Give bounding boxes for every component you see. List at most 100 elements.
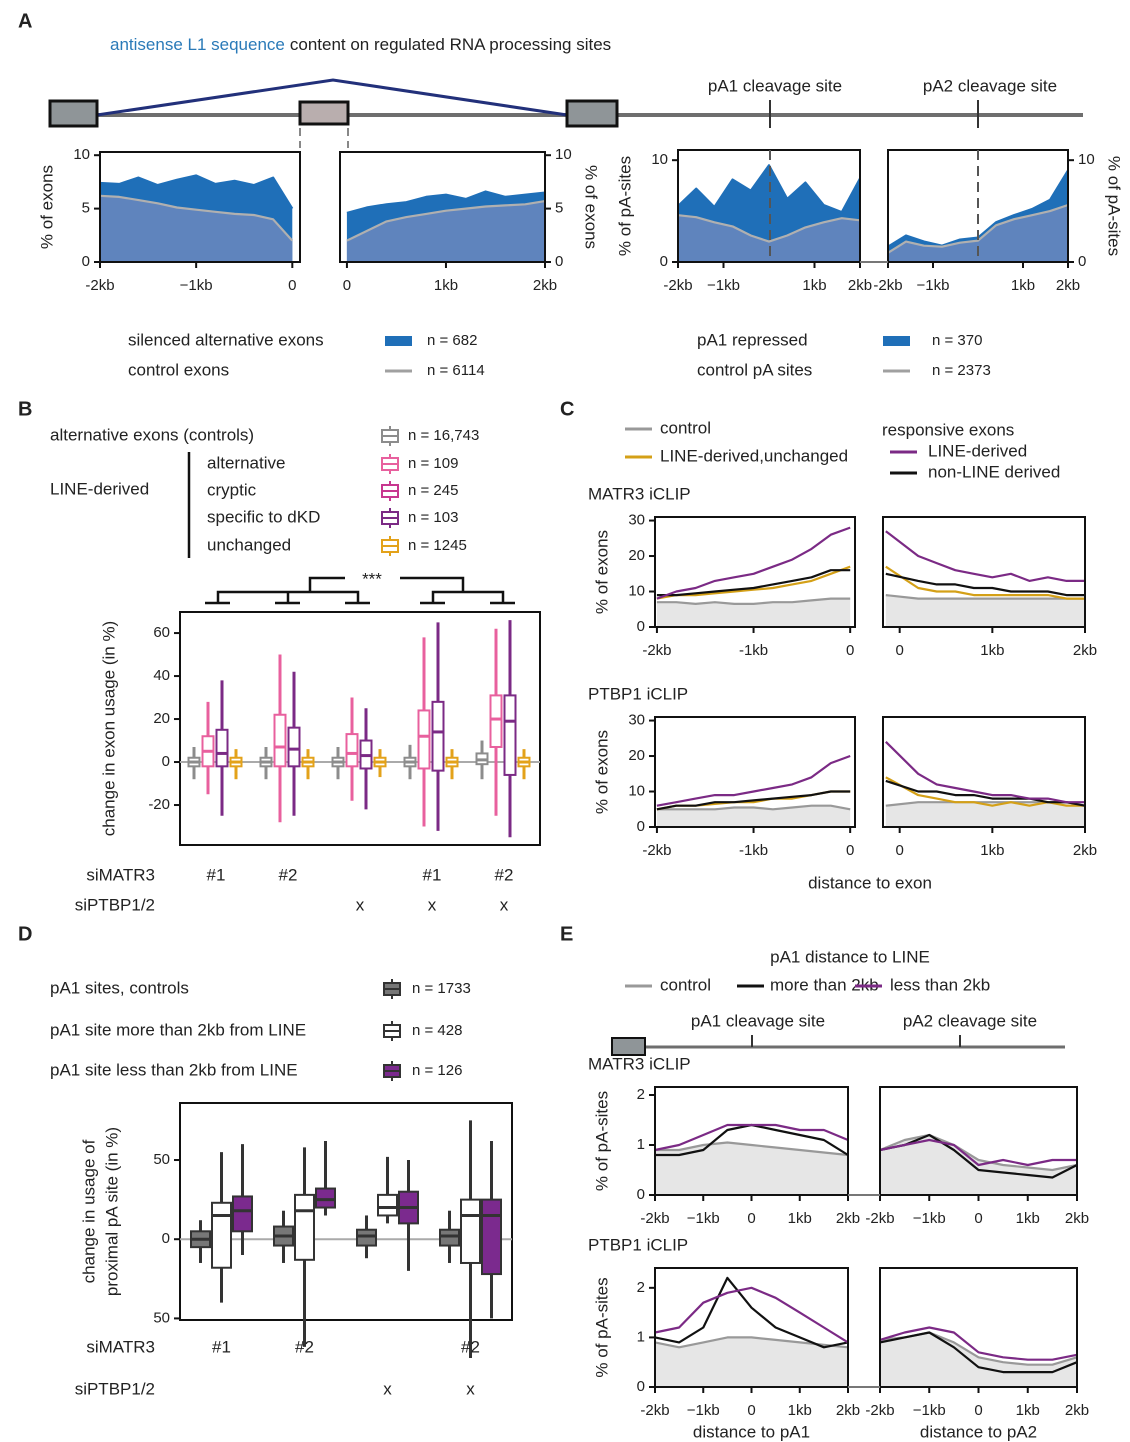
x-tick-label: #1 bbox=[207, 865, 226, 884]
plot-frame bbox=[179, 611, 541, 846]
line bbox=[654, 1276, 849, 1349]
x-tick-label: #1 bbox=[212, 1337, 231, 1356]
y-axis-label: % of exons bbox=[592, 530, 611, 614]
y-tick-label: 2 bbox=[637, 1279, 645, 1296]
panel-label: B bbox=[18, 398, 32, 420]
site-label: pA2 cleavage site bbox=[923, 76, 1057, 95]
x-tick-label: 0 bbox=[343, 277, 351, 294]
y-tick-label: 2 bbox=[637, 1086, 645, 1103]
x-tick-label: 2kb bbox=[533, 277, 557, 294]
panel-a-diagram bbox=[48, 78, 1083, 262]
plot-frame bbox=[99, 151, 301, 263]
plot-frame bbox=[882, 716, 1086, 828]
x-tick-label: -2kb bbox=[85, 277, 114, 294]
line bbox=[885, 572, 1085, 597]
line bbox=[885, 776, 1085, 807]
legend-label: control bbox=[660, 418, 711, 437]
y-tick-label: 40 bbox=[153, 667, 170, 684]
x-tick-label: #2 bbox=[461, 1337, 480, 1356]
x-tick-label: 1kb bbox=[980, 842, 1004, 859]
box bbox=[345, 733, 359, 768]
x-axis-label: distance to pA1 bbox=[693, 1422, 810, 1441]
line bbox=[885, 594, 1085, 600]
box bbox=[439, 1228, 460, 1247]
panel-e-diagram bbox=[611, 1035, 1065, 1056]
y-axis-label: % of pA-sites bbox=[592, 1091, 611, 1191]
legend-count: n = 1245 bbox=[408, 537, 467, 554]
y-tick-label: 5 bbox=[82, 200, 90, 217]
sig-bracket bbox=[431, 590, 505, 603]
line bbox=[885, 779, 1086, 807]
x-tick-label: 2kb bbox=[1065, 1210, 1089, 1227]
y-axis-label: % of exons bbox=[592, 730, 611, 814]
legend-header: responsive exons bbox=[882, 420, 1014, 439]
area bbox=[885, 595, 1085, 627]
box bbox=[315, 1187, 336, 1209]
y-tick-label: 10 bbox=[555, 146, 572, 163]
y-tick-label: 50 bbox=[153, 1151, 170, 1168]
line bbox=[99, 194, 294, 242]
plot-frame bbox=[339, 151, 546, 263]
box bbox=[215, 728, 229, 768]
line bbox=[654, 1286, 849, 1344]
x-tick-label: 2kb bbox=[1056, 277, 1080, 294]
box bbox=[503, 694, 517, 776]
x-tick-label: −1kb bbox=[707, 277, 740, 294]
panel-b-decor bbox=[187, 452, 515, 605]
box bbox=[294, 1193, 315, 1261]
x-tick-label: -2kb bbox=[642, 642, 671, 659]
line bbox=[887, 203, 1069, 254]
y-axis-label: % of pA-sites bbox=[615, 156, 634, 256]
y-axis-label: proximal pA site (in %) bbox=[102, 1127, 121, 1296]
x-tick-label: 1kb bbox=[1016, 1210, 1040, 1227]
y-tick-label: 5 bbox=[555, 200, 563, 217]
legend-label: control exons bbox=[128, 360, 229, 379]
sig-bracket bbox=[400, 576, 465, 592]
panel-title: pA1 distance to LINE bbox=[770, 947, 930, 966]
facet-title: MATR3 iCLIP bbox=[588, 1054, 691, 1073]
x-tick-label: #2 bbox=[495, 865, 514, 884]
box bbox=[431, 700, 445, 772]
legend-count: n = 6114 bbox=[427, 362, 485, 379]
x-tick-label: 1kb bbox=[1011, 277, 1035, 294]
line bbox=[879, 1138, 1077, 1167]
legend-label: silenced alternative exons bbox=[128, 330, 324, 349]
x-tick-label: x bbox=[466, 1379, 475, 1398]
y-tick-label: 50 bbox=[153, 1309, 170, 1326]
row-label: siMATR3 bbox=[86, 865, 155, 884]
x-tick-label: −1kb bbox=[687, 1402, 720, 1419]
y-tick-label: 1 bbox=[637, 1328, 645, 1345]
exon bbox=[565, 99, 619, 128]
line bbox=[879, 1133, 1078, 1179]
y-axis-label: % of exons bbox=[582, 165, 601, 249]
area bbox=[100, 195, 293, 262]
x-tick-label: #1 bbox=[423, 865, 442, 884]
y-tick-label: 10 bbox=[73, 146, 90, 163]
line bbox=[656, 569, 851, 597]
y-axis-label: change in exon usage (in %) bbox=[99, 621, 118, 836]
legend-label: pA1 repressed bbox=[697, 330, 808, 349]
legend-count: n = 370 bbox=[932, 332, 982, 349]
y-tick-label: 0 bbox=[162, 1230, 170, 1247]
x-tick-label: −1kb bbox=[180, 277, 213, 294]
x-tick-label: 0 bbox=[896, 842, 904, 859]
exon bbox=[48, 99, 99, 128]
y-axis-label: % of pA-sites bbox=[1105, 156, 1124, 256]
x-tick-label: −1kb bbox=[917, 277, 950, 294]
panel-label: A bbox=[18, 10, 32, 32]
legend-count: n = 109 bbox=[408, 455, 458, 472]
area bbox=[885, 802, 1085, 827]
area bbox=[656, 598, 851, 627]
exon bbox=[298, 100, 350, 126]
y-tick-label: 0 bbox=[660, 253, 668, 270]
x-tick-label: 0 bbox=[846, 642, 854, 659]
splice-arc bbox=[96, 78, 568, 117]
x-tick-label: 2kb bbox=[836, 1402, 860, 1419]
box bbox=[287, 726, 301, 768]
site-label: pA2 cleavage site bbox=[903, 1011, 1037, 1030]
box bbox=[273, 713, 287, 768]
x-tick-label: 0 bbox=[896, 642, 904, 659]
y-tick-label: 30 bbox=[628, 512, 645, 529]
legend-count: n = 245 bbox=[408, 482, 458, 499]
x-tick-label: 0 bbox=[288, 277, 296, 294]
